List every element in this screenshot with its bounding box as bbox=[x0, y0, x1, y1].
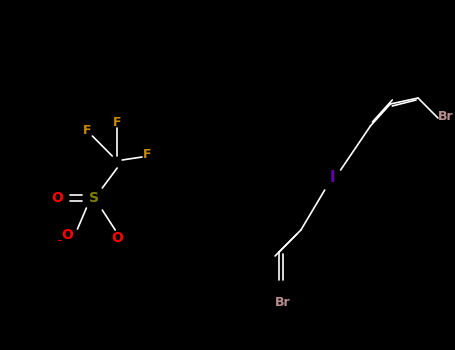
Text: I: I bbox=[330, 170, 335, 186]
Text: F: F bbox=[83, 124, 91, 136]
Text: O: O bbox=[61, 228, 73, 242]
Text: F: F bbox=[113, 116, 121, 128]
Text: Br: Br bbox=[275, 296, 291, 309]
Text: S: S bbox=[89, 191, 99, 205]
Text: ⁻: ⁻ bbox=[56, 238, 62, 248]
Text: O: O bbox=[52, 191, 64, 205]
Text: Br: Br bbox=[438, 110, 454, 122]
Text: F: F bbox=[143, 148, 151, 161]
Text: O: O bbox=[111, 231, 123, 245]
